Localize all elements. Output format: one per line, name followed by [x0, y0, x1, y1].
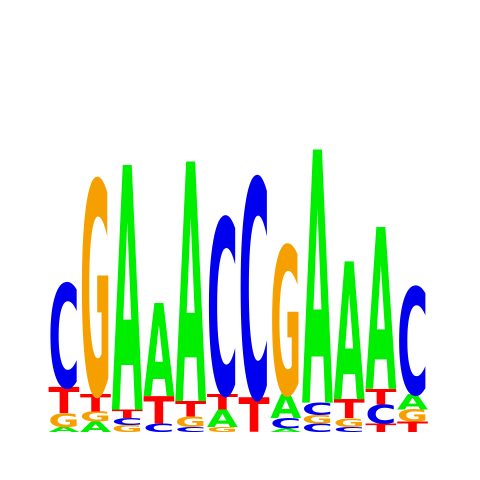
logo-letter-c: C	[112, 417, 143, 428]
logo-letter-g: G	[112, 423, 143, 434]
logo-letter-c: C	[302, 421, 333, 435]
logo-letter-t: T	[175, 397, 207, 422]
logo-letter-t: T	[80, 389, 111, 417]
logo-letter-a: A	[302, 81, 333, 480]
logo-letter-a: A	[334, 225, 365, 445]
logo-letter-t: T	[334, 394, 366, 424]
logo-letter-t: T	[397, 419, 428, 435]
logo-letter-a: A	[207, 405, 239, 433]
logo-letter-c: C	[365, 400, 396, 430]
logo-letter-c: C	[175, 426, 206, 434]
logo-letter-t: T	[143, 388, 175, 432]
logo-letter-g: G	[48, 410, 79, 432]
logo-letter-t: T	[48, 380, 79, 422]
logo-letter-a: A	[397, 390, 428, 415]
logo-letter-a: A	[365, 183, 396, 442]
logo-letter-g: G	[302, 412, 333, 426]
logo-letter-c: C	[48, 256, 79, 421]
logo-letter-g: G	[334, 416, 365, 430]
logo-letter-c: C	[143, 421, 174, 435]
logo-letter-c: C	[334, 426, 365, 434]
logo-letter-g: G	[397, 406, 428, 425]
logo-letter-t: T	[207, 390, 239, 415]
logo-letter-t: T	[112, 407, 143, 421]
logo-letter-g: G	[80, 408, 111, 425]
logo-letter-g: G	[80, 123, 111, 464]
logo-letter-a: A	[80, 419, 112, 435]
logo-letter-a: A	[270, 388, 302, 427]
logo-letter-c: C	[239, 119, 270, 469]
logo-letter-g: G	[175, 413, 206, 430]
logo-letter-t: T	[239, 388, 270, 443]
logo-letter-a: A	[112, 99, 143, 480]
logo-letter-a: A	[270, 428, 301, 434]
logo-letter-g: G	[207, 426, 238, 434]
logo-letter-g: G	[270, 206, 301, 442]
logo-position-7: TC	[239, 119, 270, 469]
logo-letter-a: A	[143, 278, 174, 426]
logo-letter-c: C	[207, 170, 238, 451]
logo-letter-t: T	[365, 385, 397, 410]
logo-letter-c: C	[270, 416, 301, 432]
logo-position-4: CTA	[143, 278, 175, 435]
logo-letter-c: C	[302, 399, 333, 419]
logo-letter-a: A	[48, 425, 80, 433]
logo-letter-a: A	[175, 98, 206, 480]
logo-letter-c: C	[397, 260, 428, 430]
logo-letter-t: T	[365, 421, 396, 435]
